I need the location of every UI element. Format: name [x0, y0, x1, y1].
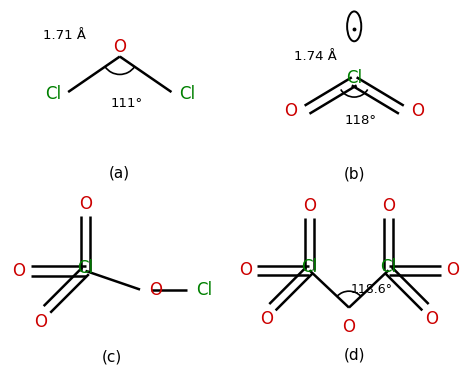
- Text: O: O: [303, 197, 316, 215]
- Text: O: O: [284, 102, 298, 120]
- Text: O: O: [79, 195, 92, 213]
- Text: Cl: Cl: [77, 259, 93, 277]
- Text: O: O: [149, 280, 163, 299]
- Text: Cl: Cl: [381, 258, 397, 276]
- Text: O: O: [446, 261, 459, 279]
- Text: Cl: Cl: [179, 85, 195, 103]
- Text: O: O: [239, 261, 252, 279]
- Text: O: O: [411, 102, 424, 120]
- Text: Cl: Cl: [45, 85, 61, 103]
- Text: 118.6°: 118.6°: [350, 283, 392, 296]
- Text: O: O: [12, 262, 25, 280]
- Text: O: O: [382, 197, 395, 215]
- Text: (a): (a): [109, 165, 130, 180]
- Text: 111°: 111°: [111, 97, 143, 110]
- Text: (d): (d): [344, 348, 365, 363]
- Text: (b): (b): [344, 166, 365, 182]
- Text: Cl: Cl: [301, 258, 318, 276]
- Text: O: O: [260, 310, 273, 328]
- Text: 1.71 Å: 1.71 Å: [43, 28, 86, 42]
- Text: 1.74 Å: 1.74 Å: [294, 50, 337, 63]
- Text: Cl: Cl: [346, 69, 362, 87]
- Text: Cl: Cl: [196, 280, 212, 299]
- Text: 118°: 118°: [345, 114, 376, 127]
- Text: O: O: [425, 310, 438, 328]
- Text: O: O: [343, 318, 356, 336]
- Text: O: O: [113, 38, 126, 56]
- Text: (c): (c): [102, 349, 122, 364]
- Text: O: O: [34, 313, 47, 331]
